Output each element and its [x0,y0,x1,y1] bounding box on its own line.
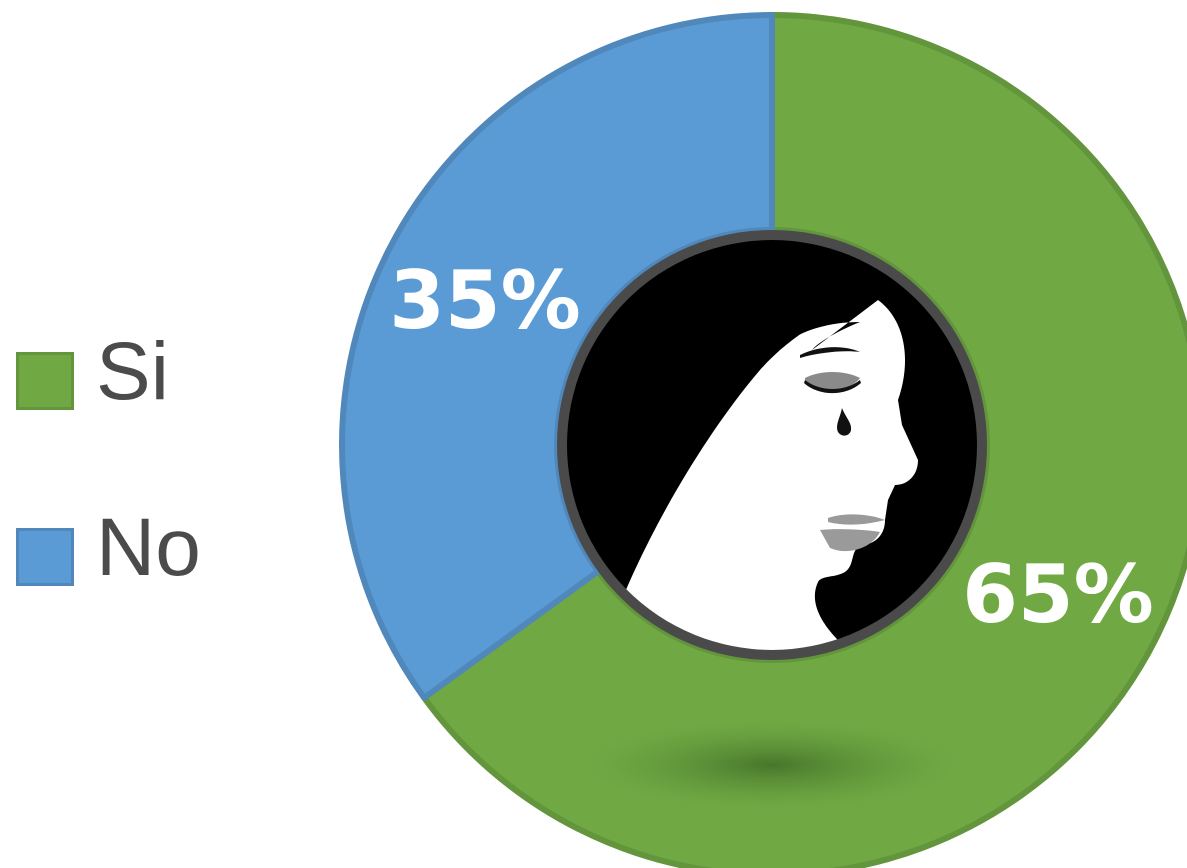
legend-label-si: Si [96,326,169,417]
center-badge [557,230,987,660]
slice-label-si: 65% [962,548,1153,641]
legend-swatch-si [16,352,74,410]
crying-woman-silhouette-icon [600,300,918,650]
slice-labels: 65% 35% [389,254,1153,641]
legend-swatch-no [16,528,74,586]
legend-label-no: No [96,502,201,593]
slice-shadow [582,720,962,810]
slice-label-no: 35% [389,254,580,347]
